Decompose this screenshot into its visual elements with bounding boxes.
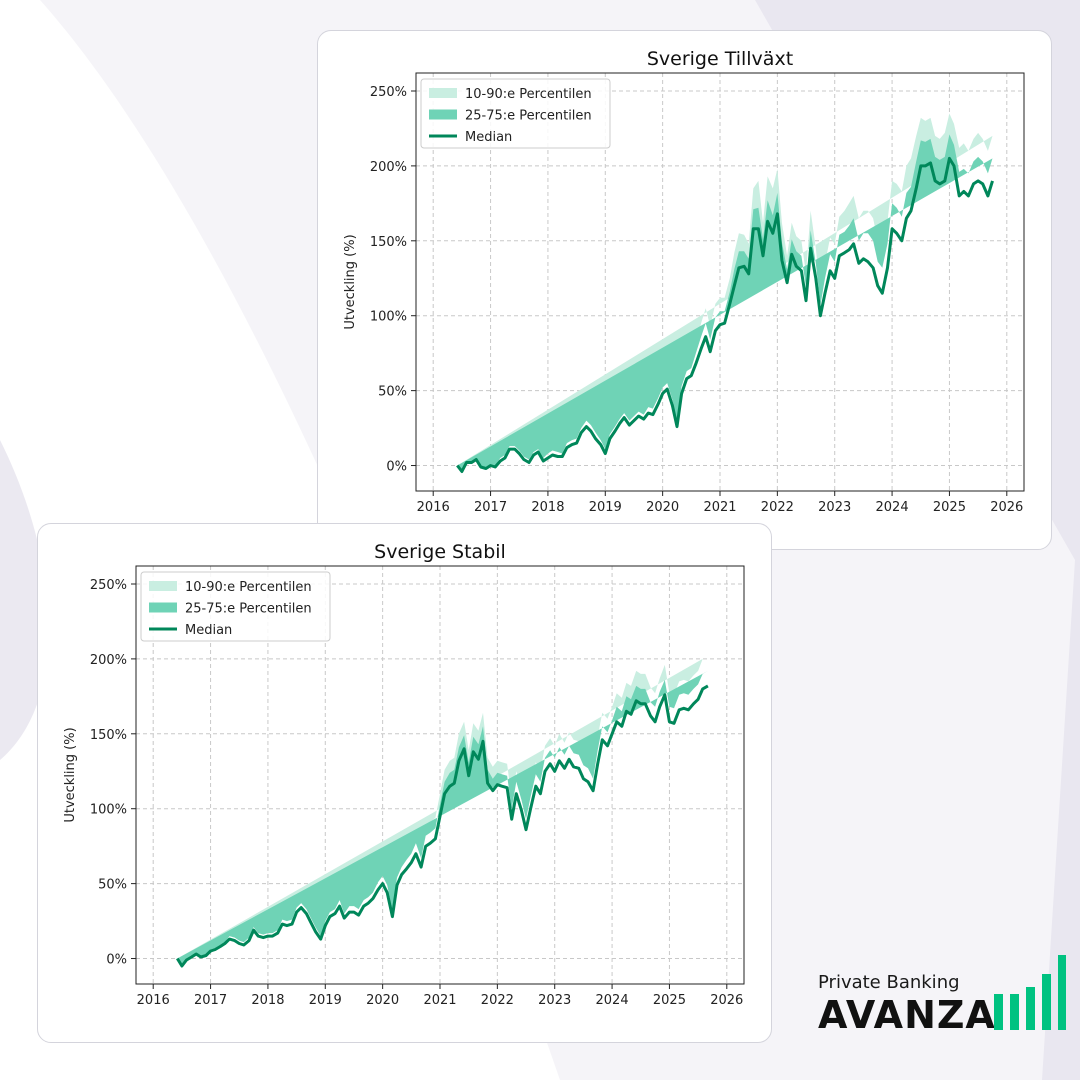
x-tick-label: 2022	[761, 500, 794, 515]
y-tick-label: 50%	[378, 385, 407, 400]
legend-label: Median	[465, 130, 512, 145]
y-tick-label: 250%	[90, 578, 127, 593]
legend-swatch-25-75	[149, 602, 177, 613]
brand-logo: Private Banking AVANZA	[818, 955, 1066, 1037]
logo-bar-1	[994, 994, 1003, 1030]
chart-stabil: Sverige Stabil 2016 2017 2018 2019 2020 2021 20…	[63, 541, 745, 1008]
x-tick-label: 2016	[417, 500, 450, 515]
x-tick-label: 2020	[366, 993, 399, 1008]
brand-name: AVANZA	[818, 993, 996, 1037]
legend-swatch-10-90	[149, 581, 177, 591]
x-tick-label: 2023	[818, 500, 851, 515]
legend-box	[140, 571, 331, 642]
logo-bar-5	[1058, 955, 1066, 1030]
legend-label: 10-90:e Percentilen	[185, 580, 312, 595]
legend: 10-90:e Percentilen 25-75:e Percentilen Me…	[420, 78, 611, 149]
brand-subtitle: Private Banking	[818, 972, 960, 993]
legend-label: Median	[185, 623, 232, 638]
x-tick-label: 2026	[710, 993, 743, 1008]
y-axis-label: Utveckling (%)	[63, 727, 78, 822]
x-tick-label: 2021	[423, 993, 456, 1008]
x-tick-label: 2017	[194, 993, 227, 1008]
x-tick-label: 2018	[531, 500, 564, 515]
x-tick-label: 2022	[481, 993, 514, 1008]
band-25-75	[457, 134, 993, 470]
x-tick-label: 2025	[653, 993, 686, 1008]
chart-tillvaxt: Sverige Tillväxt 2016 2017 2018 2019 2020 2021…	[343, 48, 1025, 515]
y-tick-label: 250%	[370, 85, 407, 100]
x-tick-label: 2019	[309, 993, 342, 1008]
y-tick-label: 100%	[90, 803, 127, 818]
x-tick-label: 2019	[589, 500, 622, 515]
legend-swatch-10-90	[429, 88, 457, 98]
y-tick-label: 150%	[90, 728, 127, 743]
median-line	[176, 684, 709, 968]
chart-title: Sverige Stabil	[374, 541, 506, 563]
legend-box	[420, 78, 611, 149]
y-tick-label: 100%	[370, 310, 407, 325]
y-axis-label: Utveckling (%)	[343, 234, 358, 329]
logo-bar-3	[1026, 987, 1035, 1030]
logo-bar-2	[1010, 994, 1019, 1030]
logo-bar-4	[1042, 974, 1051, 1030]
x-tick-label: 2024	[876, 500, 909, 515]
legend-label: 25-75:e Percentilen	[465, 109, 592, 124]
chart-title: Sverige Tillväxt	[647, 48, 793, 70]
y-tick-label: 50%	[98, 878, 127, 893]
x-tick-label: 2020	[646, 500, 679, 515]
band-10-90	[457, 113, 993, 470]
median-line	[456, 156, 994, 473]
chart-card-tillvaxt: Sverige Tillväxt 2016 2017 2018 2019 2020 2021…	[317, 30, 1052, 550]
legend-swatch-25-75	[429, 109, 457, 120]
y-tick-label: 200%	[90, 653, 127, 668]
x-tick-label: 2024	[596, 993, 629, 1008]
y-tick-label: 200%	[370, 160, 407, 175]
y-tick-label: 0%	[106, 953, 127, 968]
x-tick-label: 2018	[251, 993, 284, 1008]
legend: 10-90:e Percentilen 25-75:e Percentilen Me…	[140, 571, 331, 642]
legend-label: 10-90:e Percentilen	[465, 87, 592, 102]
legend-label: 25-75:e Percentilen	[185, 602, 312, 617]
x-tick-label: 2026	[990, 500, 1023, 515]
y-tick-label: 150%	[370, 235, 407, 250]
x-tick-label: 2021	[703, 500, 736, 515]
chart-card-stabil: Sverige Stabil 2016 2017 2018 2019 2020 2021 20…	[37, 523, 772, 1043]
band-25-75	[177, 670, 708, 965]
x-tick-label: 2016	[137, 993, 170, 1008]
x-tick-label: 2025	[933, 500, 966, 515]
y-tick-label: 0%	[386, 460, 407, 475]
x-tick-label: 2017	[474, 500, 507, 515]
x-tick-label: 2023	[538, 993, 571, 1008]
